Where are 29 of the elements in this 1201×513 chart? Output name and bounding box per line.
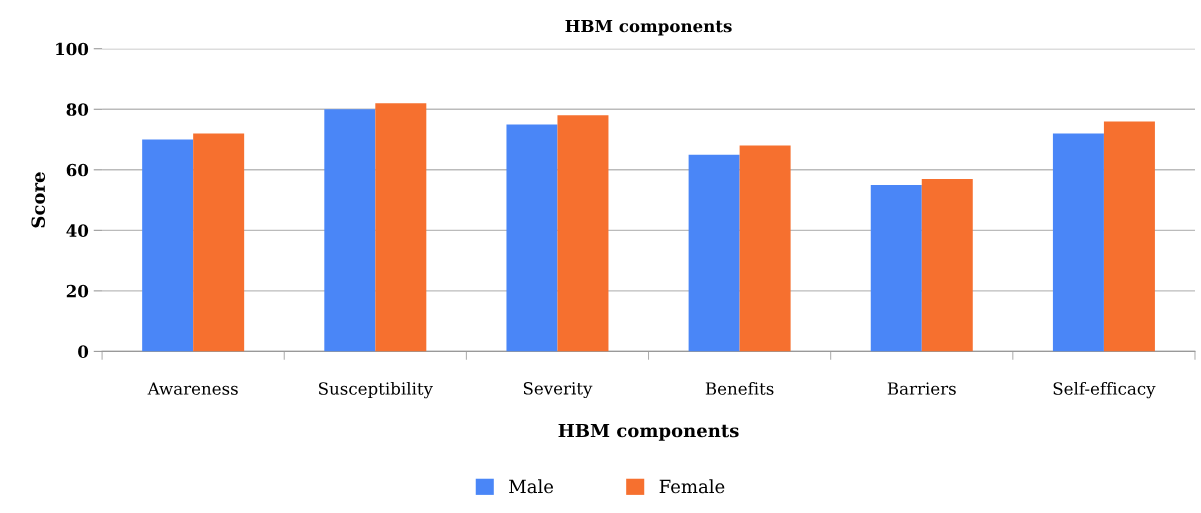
bar — [739, 145, 791, 352]
legend-label: Male — [509, 479, 554, 494]
y-tick-label: 100 — [56, 42, 89, 56]
x-tick-label: Severity — [523, 382, 593, 399]
bar — [193, 133, 245, 352]
chart-title: HBM components — [565, 19, 732, 36]
x-tick-label: Awareness — [147, 382, 238, 395]
y-tick-label: 20 — [66, 284, 89, 298]
bar — [870, 184, 922, 352]
x-tick-label: Susceptibility — [319, 381, 433, 399]
bar — [921, 178, 973, 352]
bar — [1052, 133, 1104, 352]
x-tick-label: Barriers — [887, 382, 956, 395]
y-tick-label: 80 — [66, 103, 89, 116]
x-tick-label: Self-efficacy — [1053, 381, 1156, 399]
bar — [375, 103, 427, 352]
x-tick-label: Benefits — [705, 381, 774, 395]
bar — [142, 139, 194, 352]
bar — [506, 124, 558, 352]
y-tick-label: 0 — [78, 345, 89, 358]
bar — [324, 109, 376, 352]
y-axis-title: Score — [31, 172, 46, 228]
bar — [688, 154, 740, 352]
y-tick-label: 60 — [66, 163, 89, 177]
bar — [1103, 121, 1155, 352]
y-tick-label: 40 — [66, 224, 89, 237]
x-axis-title: HBM components — [558, 423, 739, 441]
bar — [557, 115, 609, 352]
legend-label: Female — [659, 479, 725, 494]
